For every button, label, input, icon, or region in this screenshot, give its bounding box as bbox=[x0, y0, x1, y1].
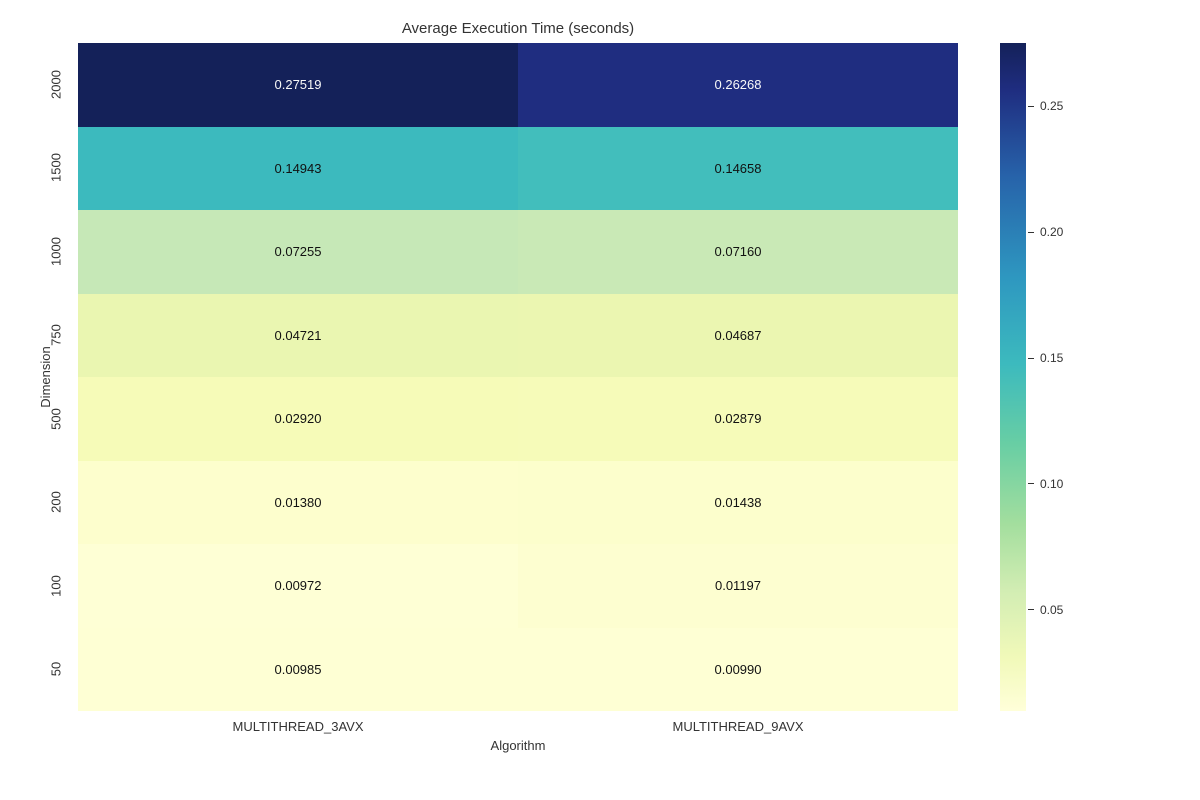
colorbar-tick-mark bbox=[1028, 106, 1034, 107]
heatmap-row: 0.072550.07160 bbox=[78, 210, 958, 294]
heatmap-cell: 0.04687 bbox=[518, 294, 958, 378]
colorbar-tick-label: 0.05 bbox=[1040, 603, 1063, 617]
y-tick-label: 1000 bbox=[49, 238, 64, 266]
heatmap-cell: 0.01438 bbox=[518, 461, 958, 545]
heatmap-cell: 0.00985 bbox=[78, 628, 518, 712]
colorbar-tick-label: 0.15 bbox=[1040, 351, 1063, 365]
colorbar-tick: 0.10 bbox=[1028, 477, 1063, 491]
heatmap-cell: 0.02920 bbox=[78, 377, 518, 461]
colorbar-tick: 0.25 bbox=[1028, 99, 1063, 113]
x-tick-label: MULTITHREAD_9AVX bbox=[518, 713, 958, 734]
colorbar-tick-mark bbox=[1028, 232, 1034, 233]
heatmap-cell: 0.26268 bbox=[518, 43, 958, 127]
y-axis-ticks: 2000 1500 1000 750 500 200 100 50 bbox=[0, 43, 78, 711]
heatmap-row: 0.013800.01438 bbox=[78, 461, 958, 545]
y-tick-label: 200 bbox=[49, 488, 64, 516]
heatmap-row: 0.149430.14658 bbox=[78, 127, 958, 211]
heatmap-cell: 0.07160 bbox=[518, 210, 958, 294]
heatmap-row: 0.047210.04687 bbox=[78, 294, 958, 378]
colorbar-tick: 0.20 bbox=[1028, 225, 1063, 239]
heatmap-cell: 0.02879 bbox=[518, 377, 958, 461]
heatmap-grid: 0.275190.262680.149430.146580.072550.071… bbox=[78, 43, 958, 711]
x-axis-label: Algorithm bbox=[78, 738, 958, 753]
heatmap-figure: Average Execution Time (seconds) Dimensi… bbox=[0, 10, 1200, 800]
y-tick-label: 1500 bbox=[49, 154, 64, 182]
chart-title: Average Execution Time (seconds) bbox=[78, 20, 958, 37]
colorbar-tick-mark bbox=[1028, 483, 1034, 484]
heatmap-cell: 0.01197 bbox=[518, 544, 958, 628]
colorbar-ticks: 0.05 0.10 0.15 0.20 0.25 bbox=[1028, 43, 1108, 711]
y-tick-label: 100 bbox=[49, 572, 64, 600]
heatmap-cell: 0.07255 bbox=[78, 210, 518, 294]
y-tick-label: 50 bbox=[49, 655, 64, 683]
heatmap-cell: 0.27519 bbox=[78, 43, 518, 127]
colorbar-tick-label: 0.10 bbox=[1040, 477, 1063, 491]
colorbar-tick: 0.15 bbox=[1028, 351, 1063, 365]
x-tick-label: MULTITHREAD_3AVX bbox=[78, 713, 518, 734]
heatmap-cell: 0.04721 bbox=[78, 294, 518, 378]
heatmap-row: 0.275190.26268 bbox=[78, 43, 958, 127]
heatmap-row: 0.009850.00990 bbox=[78, 628, 958, 712]
heatmap-cell: 0.00990 bbox=[518, 628, 958, 712]
heatmap-row: 0.029200.02879 bbox=[78, 377, 958, 461]
heatmap-cell: 0.14943 bbox=[78, 127, 518, 211]
y-tick-label: 750 bbox=[49, 321, 64, 349]
heatmap-row: 0.009720.01197 bbox=[78, 544, 958, 628]
heatmap-cell: 0.00972 bbox=[78, 544, 518, 628]
y-tick-label: 500 bbox=[49, 405, 64, 433]
heatmap-cell: 0.14658 bbox=[518, 127, 958, 211]
colorbar-tick: 0.05 bbox=[1028, 603, 1063, 617]
colorbar-tick-label: 0.20 bbox=[1040, 225, 1063, 239]
colorbar-tick-mark bbox=[1028, 358, 1034, 359]
heatmap-cell: 0.01380 bbox=[78, 461, 518, 545]
y-tick-label: 2000 bbox=[49, 71, 64, 99]
x-axis-ticks: MULTITHREAD_3AVXMULTITHREAD_9AVX bbox=[78, 713, 958, 734]
colorbar bbox=[1000, 43, 1026, 711]
colorbar-tick-label: 0.25 bbox=[1040, 99, 1063, 113]
colorbar-tick-mark bbox=[1028, 609, 1034, 610]
